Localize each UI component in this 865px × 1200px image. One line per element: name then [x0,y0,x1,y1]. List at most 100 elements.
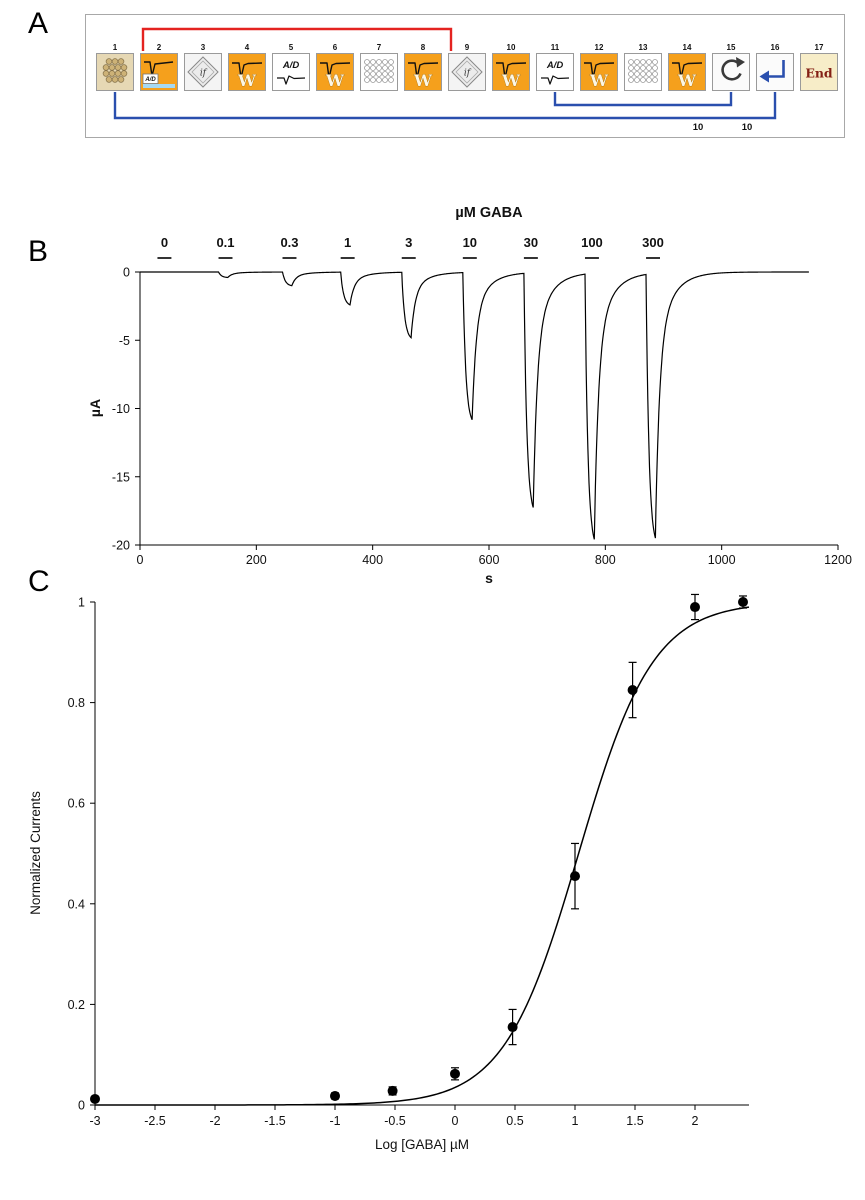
if-label: if [464,69,472,79]
concentration-label: 100 [581,235,603,250]
if-label: if [200,69,208,79]
step-number: 13 [638,43,648,52]
data-point [90,1093,100,1104]
data-point [330,1090,340,1101]
wave-icon: W [580,53,618,91]
data-point [627,685,638,696]
ad-icon: A/D [536,53,574,91]
x-tick-label: -1 [329,1114,340,1128]
workflow-step-14: 14 W [668,42,706,91]
step-number: 8 [420,43,426,52]
concentration-label: 0 [161,235,168,250]
workflow-diagram: 1 2 A/D 3 if 4 W 5 A/D 6 W 7 8 W 9 if 10 W 11 A/D 12 W 13 14 W 15… [85,14,845,138]
workflow-step-7: 7 [360,42,398,91]
step-number: 6 [332,43,338,52]
workflow-step-1: 1 [96,42,134,91]
workflow-step-10: 10 W [492,42,530,91]
workflow-step-11: 11 A/D [536,42,574,91]
concentration-label: 10 [463,235,477,250]
concentration-label: 3 [405,235,412,250]
panel-a-label: A [28,7,49,40]
x-tick-label: 0.5 [506,1114,523,1128]
y-tick-label: -15 [112,470,130,484]
panel-c-label: C [28,565,50,598]
data-points [90,593,748,1104]
loop-arrow-icon [712,53,750,91]
inner-loop-count: 10 [693,122,704,133]
w-label: W [677,71,697,90]
trace-ad-icon: A/D [140,53,178,91]
x-tick-label: -3 [89,1114,100,1128]
step-number: 12 [594,43,604,52]
current-trace [140,271,809,540]
plate-grid-icon [360,53,398,91]
data-point [738,597,748,607]
wave-icon: W [316,53,354,91]
step-number: 17 [814,43,824,52]
data-point [690,602,700,613]
inner-blue-loop-bracket [553,92,733,107]
y-tick-label: 0.6 [68,797,85,811]
data-point [387,1085,398,1096]
plate-grid-icon [624,53,662,91]
if-diamond-glyph: if [448,53,486,91]
chart-b-ylabel: µA [87,399,103,417]
end-glyph: End [800,53,838,91]
concentration-label: 1 [344,235,351,250]
plate-grid-glyph [624,53,662,91]
data-point [507,1022,518,1033]
if-diamond-icon: if [184,53,222,91]
x-tick-label: 1.5 [626,1114,643,1128]
outer-blue-loop-bracket [113,92,777,120]
end-icon: End [800,53,838,91]
step-number: 14 [682,43,692,52]
loop-arrow-glyph [712,53,750,91]
step-number: 15 [726,43,736,52]
w-label: W [237,71,257,90]
wave-glyph: W [404,53,442,91]
chart-b-title: µM GABA [455,205,523,221]
plate-round-glyph [96,53,134,91]
y-tick-label: 0 [78,1099,85,1113]
ad-label: A/D [144,77,156,83]
axes: -3 -2.5 -2 -1.5 -1 -0.5 0 0.5 1 1.5 2 0 0.2 0.4 0.6 0.8… [68,596,749,1128]
w-label: W [325,71,345,90]
step-number: 9 [464,43,470,52]
axes: 0 -5 -10 -15 -20 0 200 400 600 800 1000 1200 [112,266,852,568]
if-diamond-icon: if [448,53,486,91]
x-tick-label: -0.5 [384,1114,406,1128]
x-tick-label: 800 [595,553,616,567]
y-tick-label: 1 [78,596,85,610]
workflow-step-9: 9 if [448,42,486,91]
wave-icon: W [492,53,530,91]
wave-icon: W [228,53,266,91]
chart-c-ylabel: Normalized Currents [28,791,43,915]
step-number: 7 [376,43,382,52]
y-tick-label: -10 [112,402,130,416]
workflow-step-3: 3 if [184,42,222,91]
data-point [450,1068,460,1079]
y-tick-label: 0.4 [68,897,85,911]
workflow-step-15: 15 [712,42,750,91]
chart-b-xlabel: s [485,570,493,586]
current-trace-chart: µM GABA 0 0.1 0.3 1 3 10 30 100 300 0 -5 -10 -15 -20 0 2… [87,205,852,586]
y-tick-label: -20 [112,539,130,553]
wave-glyph: W [580,53,618,91]
wave-glyph: W [228,53,266,91]
trace-ad-glyph: A/D [140,53,178,91]
workflow-step-16: 16 [756,42,794,91]
ad-label: A/D [546,60,564,71]
workflow-step-12: 12 W [580,42,618,91]
workflow-step-2: 2 A/D [140,42,178,91]
step-number: 11 [550,43,560,52]
y-tick-label: -5 [119,334,130,348]
plate-round-icon [96,53,134,91]
x-tick-label: 1200 [824,553,852,567]
step-number: 1 [112,43,118,52]
y-tick-label: 0 [123,266,130,280]
outer-loop-count: 10 [742,122,753,133]
concentration-label: 0.1 [216,235,234,250]
